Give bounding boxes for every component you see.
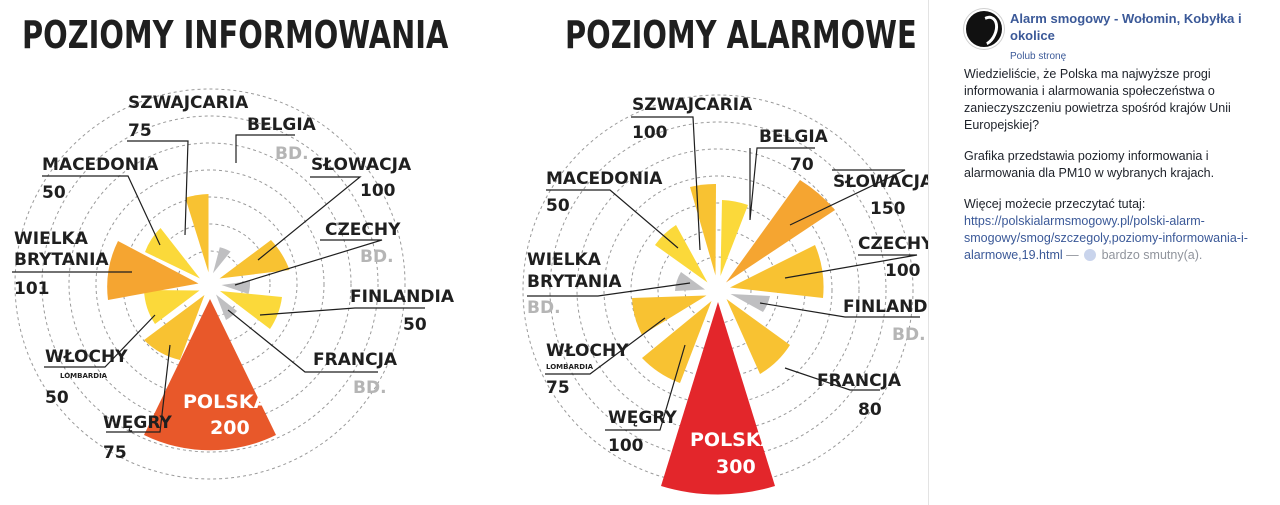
facebook-post: Alarm smogowy - Wołomin, Kobyłka i okoli… (928, 0, 1280, 505)
wedge-wielka-brytania (675, 272, 705, 291)
chart-title: POZIOMY ALARMOWE (565, 13, 917, 57)
value-francja: 80 (858, 400, 882, 420)
label-wlochy: WŁOCHY (45, 347, 128, 367)
value-francja: BD. (353, 378, 387, 398)
label-wegry: WĘGRY (103, 413, 172, 433)
wedge-finlandia (220, 291, 282, 329)
value-wegry: 100 (608, 436, 644, 456)
value-belgia: BD. (275, 144, 309, 164)
value-szwajcaria: 100 (632, 123, 668, 143)
label-wielka-brytania-1: WIELKA (14, 229, 89, 249)
label-wielka-brytania-2: BRYTANIA (527, 272, 622, 292)
chart-alarmowe: POZIOMY ALARMOWE (522, 13, 930, 495)
value-polska: 200 (210, 417, 250, 439)
label-szwajcaria: SZWAJCARIA (128, 93, 249, 113)
value-polska: 300 (716, 456, 756, 478)
wedge-wegry (642, 301, 712, 383)
label-czechy: CZECHY (325, 220, 401, 240)
country-labels: SZWAJCARIA 75 BELGIA BD. SŁOWACJA 100 CZ… (14, 93, 455, 463)
value-wegry: 75 (103, 443, 127, 463)
wedge-macedonia (145, 228, 200, 279)
value-macedonia: 50 (42, 183, 66, 203)
wedge-belgia (720, 200, 748, 276)
sublabel-wlochy: LOMBARDIA (546, 363, 594, 371)
value-finlandia: BD. (892, 325, 926, 345)
post-paragraph: Grafika przedstawia poziomy informowania… (964, 149, 1215, 180)
post-paragraph: Wiedzieliście, że Polska ma najwyższe pr… (964, 67, 1231, 132)
chart-title: POZIOMY INFORMOWANIA (22, 13, 448, 57)
page-avatar[interactable] (964, 9, 1004, 51)
value-wlochy: 50 (45, 388, 69, 408)
label-polska: POLSKA (183, 391, 269, 413)
value-macedonia: 50 (546, 196, 570, 216)
lungs-logo-icon (969, 11, 1003, 51)
infographic: POZIOMY INFORMOWANIA (12, 13, 930, 495)
country-labels: SZWAJCARIA 100 BELGIA 70 SŁOWACJA 150 CZ… (527, 95, 930, 478)
page-name-link[interactable]: Alarm smogowy - Wołomin, Kobyłka i okoli… (1010, 11, 1242, 43)
sublabel-wlochy: LOMBARDIA (60, 372, 108, 380)
label-slowacja: SŁOWACJA (311, 155, 412, 175)
wedge-szwajcaria (690, 183, 716, 276)
label-belgia: BELGIA (247, 115, 317, 135)
value-finlandia: 50 (403, 315, 427, 335)
value-wielka-brytania: 101 (14, 279, 50, 299)
value-wielka-brytania: BD. (527, 298, 561, 318)
wedge-wegry (144, 295, 205, 360)
wedge-polska (661, 302, 775, 495)
label-wlochy: WŁOCHY (546, 341, 629, 361)
value-belgia: 70 (790, 155, 814, 175)
value-czechy: BD. (360, 247, 394, 267)
post-body: Wiedzieliście, że Polska ma najwyższe pr… (964, 66, 1272, 264)
wedge-francja (726, 299, 790, 374)
wedge-finlandia (730, 294, 770, 312)
chart-hub (707, 279, 729, 301)
value-slowacja: 100 (360, 181, 396, 201)
wedge-szwajcaria (185, 194, 209, 273)
label-francja: FRANCJA (817, 371, 902, 391)
label-slowacja: SŁOWACJA (833, 172, 930, 192)
wedge-slowacja (219, 240, 290, 279)
infographic-canvas: POZIOMY INFORMOWANIA (12, 13, 930, 495)
label-szwajcaria: SZWAJCARIA (632, 95, 753, 115)
wedge-polska (144, 299, 276, 451)
value-czechy: 100 (885, 261, 921, 281)
label-belgia: BELGIA (759, 127, 829, 147)
chart-informowania: POZIOMY INFORMOWANIA (12, 13, 455, 480)
label-finlandia: FINLANDIA (350, 287, 455, 307)
label-finlandia: FINLANDIA (843, 297, 930, 317)
sad-face-icon (1084, 249, 1097, 261)
leader-lines (527, 116, 920, 431)
wedge-belgia (213, 247, 231, 274)
label-wielka-brytania-1: WIELKA (527, 250, 602, 270)
label-macedonia: MACEDONIA (546, 169, 663, 189)
label-francja: FRANCJA (313, 350, 398, 370)
value-slowacja: 150 (870, 199, 906, 219)
chart-hub (200, 274, 220, 294)
value-wlochy: 75 (546, 378, 570, 398)
leader-lines (12, 134, 425, 433)
wedge-wlochy (144, 290, 200, 324)
wedge-wielka-brytania (107, 241, 199, 300)
label-czechy: CZECHY (858, 234, 930, 254)
post-header: Alarm smogowy - Wołomin, Kobyłka i okoli… (964, 6, 1272, 66)
label-polska: POLSKA (690, 429, 776, 451)
article-link[interactable]: https://polskialarmsmogowy.pl/polski-ala… (964, 214, 1248, 262)
label-macedonia: MACEDONIA (42, 155, 159, 175)
wedge-czechy (221, 281, 251, 294)
wedge-slowacja (726, 180, 835, 283)
like-page-link[interactable]: Polub stronę (1010, 51, 1067, 62)
label-wielka-brytania-2: BRYTANIA (14, 250, 109, 270)
feeling-text: bardzo smutny(a). (1101, 248, 1203, 262)
dash-separator: — (1066, 248, 1079, 262)
radar-wedges (632, 180, 835, 495)
radar-rings (14, 88, 406, 480)
more-text: Więcej możecie przeczytać tutaj: (964, 197, 1146, 211)
post-more: Więcej możecie przeczytać tutaj: https:/… (964, 196, 1272, 264)
label-wegry: WĘGRY (608, 408, 677, 428)
wedge-czechy (730, 245, 824, 298)
value-szwajcaria: 75 (128, 121, 152, 141)
wedge-wlochy (632, 295, 707, 335)
